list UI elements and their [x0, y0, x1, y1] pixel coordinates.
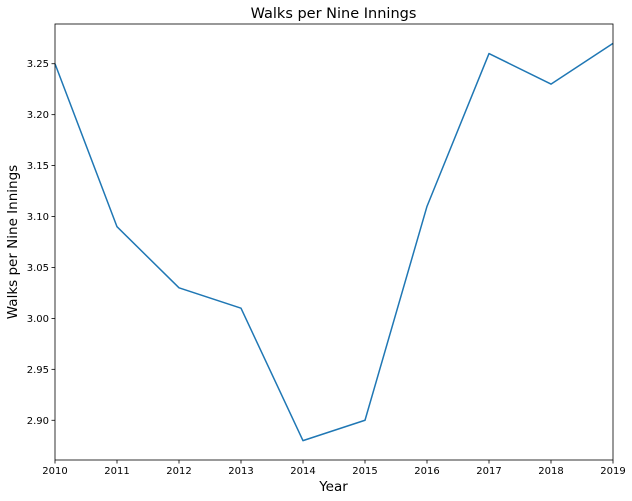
y-axis-title: Walks per Nine Innings — [5, 165, 21, 319]
y-tick-label: 3.05 — [27, 263, 49, 274]
chart-title: Walks per Nine Innings — [251, 6, 417, 22]
x-tick-label: 2019 — [600, 466, 625, 477]
y-axis: 2.90 2.95 3.00 3.05 3.10 3.15 3.20 3.25 — [27, 59, 55, 427]
y-tick-label: 3.00 — [27, 314, 49, 325]
y-tick-label: 3.20 — [27, 110, 49, 121]
plot-area — [54, 23, 614, 461]
x-tick-label: 2016 — [414, 466, 439, 477]
plot-frame — [54, 23, 614, 461]
x-axis: 2010 2011 2012 2013 2014 2015 2016 2017 2018 2019 — [42, 460, 626, 477]
x-tick-label: 2010 — [42, 466, 67, 477]
y-tick-label: 3.15 — [27, 161, 49, 172]
y-tick-label: 3.10 — [27, 212, 49, 223]
y-tick-label: 3.25 — [27, 59, 49, 70]
x-tick-label: 2011 — [104, 466, 129, 477]
x-tick-label: 2017 — [476, 466, 501, 477]
y-tick-label: 2.95 — [27, 365, 49, 376]
series-line-1 — [54, 42, 614, 442]
x-tick-label: 2015 — [352, 466, 377, 477]
x-tick-label: 2018 — [538, 466, 563, 477]
x-tick-label: 2012 — [166, 466, 191, 477]
y-tick-label: 2.90 — [27, 416, 49, 427]
x-tick-label: 2014 — [290, 466, 315, 477]
x-tick-label: 2013 — [228, 466, 253, 477]
x-axis-title: Year — [318, 479, 348, 495]
